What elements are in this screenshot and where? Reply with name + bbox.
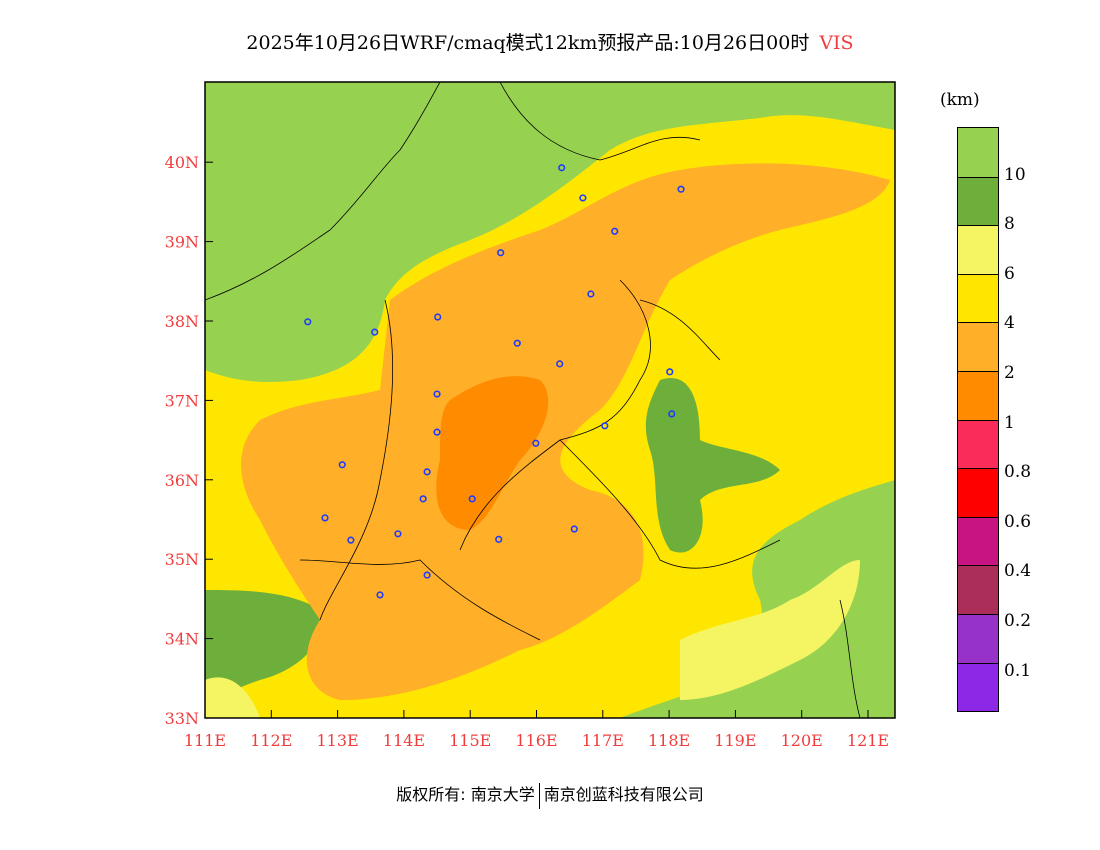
province-boundaries [205, 82, 861, 718]
station-markers [304, 164, 685, 599]
field-green-northwest [205, 82, 895, 382]
station-marker [677, 185, 685, 193]
lon-label: 112E [250, 731, 292, 750]
station-marker [495, 535, 503, 543]
colorbar-swatch [958, 613, 998, 663]
colorbar [957, 127, 999, 713]
station-marker [570, 525, 578, 533]
lat-label: 36N [165, 471, 199, 490]
field-orange-dark [436, 376, 549, 530]
lat-label: 37N [165, 391, 199, 410]
station-marker [532, 439, 540, 447]
chart-title: 2025年10月26日WRF/cmaq模式12km预报产品:10月26日00时 V… [0, 28, 1100, 55]
lat-label: 40N [165, 153, 199, 172]
lon-label: 117E [582, 731, 624, 750]
colorbar-swatch [958, 176, 998, 226]
lon-label: 120E [781, 731, 823, 750]
station-marker [419, 495, 427, 503]
station-marker [433, 428, 441, 436]
station-marker [304, 318, 312, 326]
lon-label: 114E [383, 731, 425, 750]
colorbar-swatch [958, 273, 998, 323]
colorbar-swatch [958, 419, 998, 469]
colorbar-swatch [958, 516, 998, 566]
station-marker [601, 422, 609, 430]
variable-label: VIS [819, 32, 854, 54]
lat-label: 34N [165, 630, 199, 649]
station-marker [394, 530, 402, 538]
field-green-southeast [620, 480, 895, 718]
colorbar-label: 0.6 [1004, 511, 1032, 532]
lat-label: 35N [165, 550, 199, 569]
lon-label: 115E [449, 731, 491, 750]
station-marker [338, 461, 346, 469]
lat-label: 39N [165, 233, 199, 252]
station-marker [587, 290, 595, 298]
colorbar-swatch [958, 468, 998, 517]
field-paleyellow-west [205, 677, 260, 718]
lon-label: 111E [184, 731, 226, 750]
station-marker [668, 410, 676, 418]
lon-label: 116E [515, 731, 557, 750]
copyright-left: 版权所有: 南京大学 [396, 785, 535, 804]
station-marker [666, 368, 674, 376]
colorbar-swatch [958, 128, 998, 177]
title-text: 2025年10月26日WRF/cmaq模式12km预报产品:10月26日00时 [246, 32, 810, 54]
field-paleyellow-east [680, 560, 860, 700]
lat-label: 33N [165, 709, 199, 728]
axis-ticks: 40N 39N 38N 37N 36N 35N 34N 33N 111E 112E 113E 114E… [165, 153, 889, 750]
station-marker [497, 249, 505, 257]
colorbar-swatch [958, 322, 998, 371]
footer-separator [538, 782, 540, 809]
station-marker [513, 339, 521, 347]
station-marker [376, 591, 384, 599]
station-marker [347, 536, 355, 544]
lon-label: 113E [316, 731, 358, 750]
field-darkgreen-shandong [645, 378, 780, 553]
station-marker [579, 194, 587, 202]
station-marker [423, 468, 431, 476]
station-marker [423, 571, 431, 579]
colorbar-label: 0.2 [1004, 611, 1032, 631]
colorbar-label: 0.1 [1004, 660, 1032, 681]
colorbar-label: 8 [1004, 214, 1015, 235]
field-orange-light [241, 163, 890, 700]
station-marker [433, 390, 441, 398]
colorbar-unit: (km) [940, 90, 980, 110]
colorbar-label: 1 [1004, 412, 1015, 433]
colorbar-label: 10 [1004, 164, 1026, 185]
station-marker [371, 328, 379, 336]
colorbar-label: 2 [1004, 363, 1015, 383]
map-fields [205, 82, 895, 718]
copyright-right: 南京创蓝科技有限公司 [543, 785, 704, 804]
colorbar-swatch [958, 370, 998, 420]
station-marker [434, 313, 442, 321]
lon-label: 121E [847, 731, 889, 750]
lon-label: 118E [648, 731, 690, 750]
colorbar-label: 0.4 [1004, 561, 1032, 582]
station-marker [321, 514, 329, 522]
colorbar-label: 4 [1004, 313, 1015, 334]
colorbar-swatch [958, 565, 998, 614]
station-marker [611, 227, 619, 235]
station-marker [468, 495, 476, 503]
colorbar-swatch [958, 225, 998, 274]
copyright-footer: 版权所有: 南京大学 南京创蓝科技有限公司 [0, 781, 1100, 809]
station-marker [556, 360, 564, 368]
station-marker [558, 164, 566, 172]
field-green-southwest [205, 590, 322, 710]
colorbar-swatch [958, 662, 998, 712]
lat-label: 38N [165, 312, 199, 331]
lon-label: 119E [714, 731, 756, 750]
colorbar-label: 6 [1004, 263, 1015, 284]
colorbar-label: 0.8 [1004, 462, 1032, 483]
